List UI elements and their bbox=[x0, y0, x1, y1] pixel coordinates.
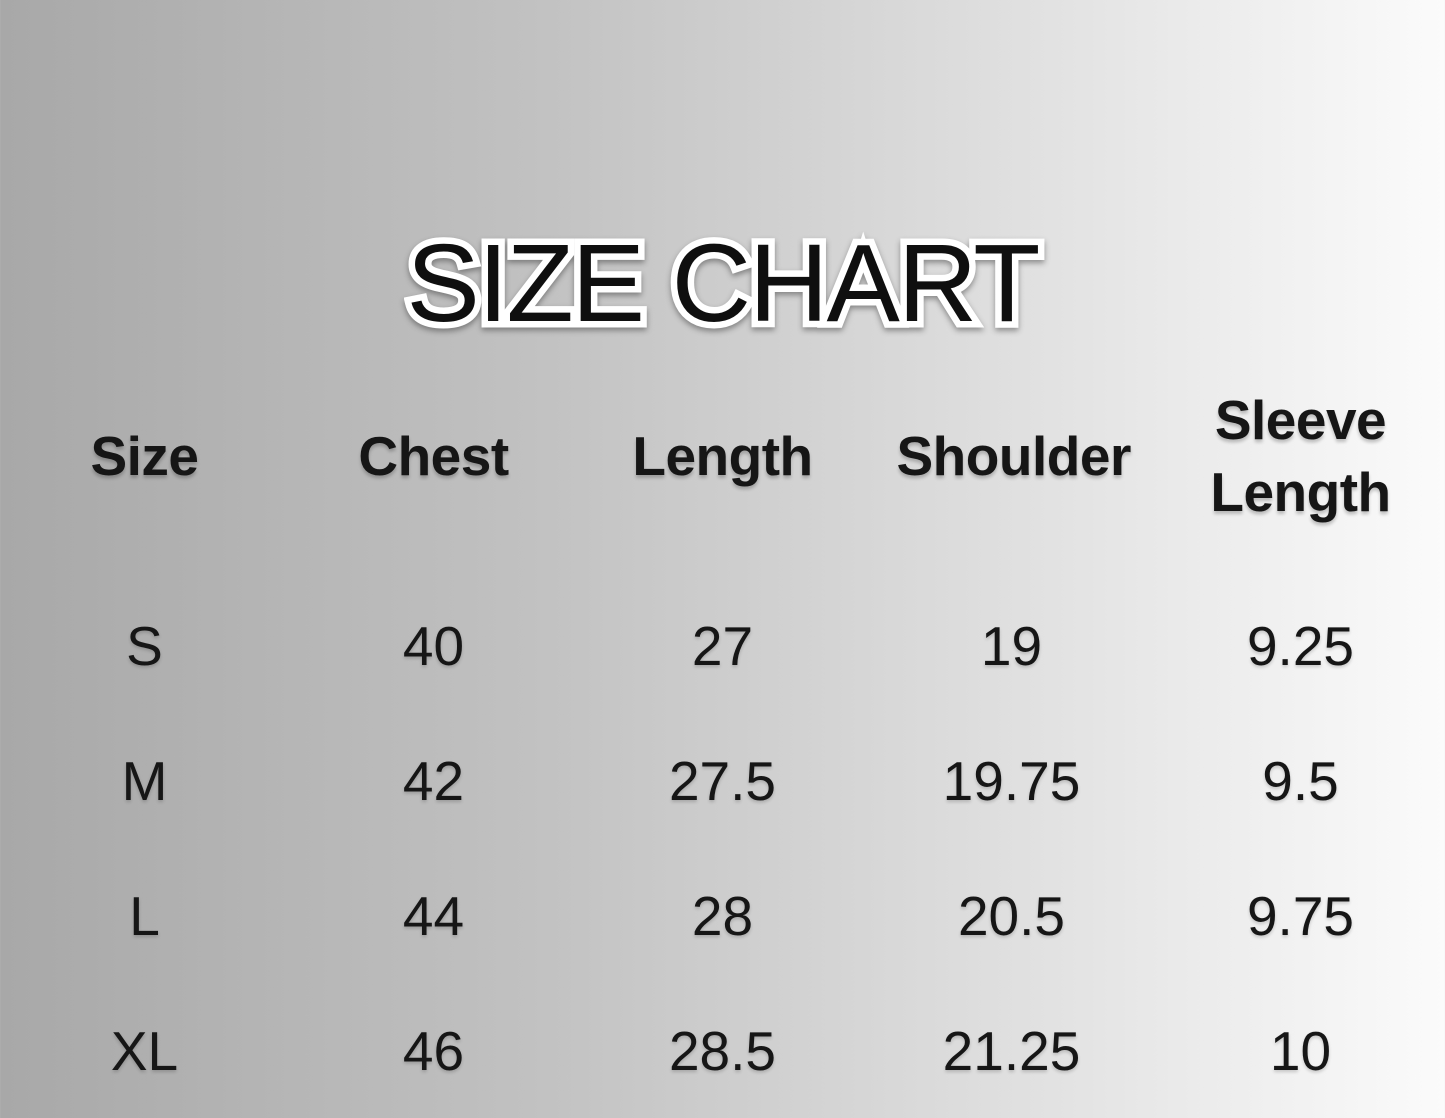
row-xl-length-cell: 28.5 bbox=[668, 1019, 777, 1082]
table-header-row: Size Chest Length Shoulder Sleeve Length bbox=[0, 383, 1445, 528]
column-header-chest-label: Chest bbox=[358, 424, 509, 487]
row-l-length-cell: 28 bbox=[691, 884, 754, 947]
row-s-chest-cell: 40 bbox=[402, 614, 465, 677]
row-s-sleeve-length-cell: 9.25 bbox=[1246, 614, 1355, 677]
row-m-sleeve-length-cell: 9.5 bbox=[1262, 749, 1339, 812]
page-title: SIZE CHART SIZE CHART bbox=[0, 216, 1445, 352]
page-title-text: SIZE CHART bbox=[406, 222, 1041, 345]
table-row-s: S 40 27 19 9.25 bbox=[0, 578, 1445, 713]
row-m-size-cell: M bbox=[121, 749, 168, 812]
column-header-chest: Chest bbox=[289, 383, 578, 528]
row-xl-chest-cell: 46 bbox=[402, 1019, 465, 1082]
row-xl-shoulder-cell: 21.25 bbox=[942, 1019, 1081, 1082]
row-l-sleeve-length-cell: 9.75 bbox=[1246, 884, 1355, 947]
row-s-size-cell: S bbox=[126, 614, 163, 677]
row-xl-size-cell: XL bbox=[110, 1019, 179, 1082]
column-header-size-label: Size bbox=[90, 424, 199, 487]
size-chart-page: SIZE CHART SIZE CHART Size Chest Length … bbox=[0, 216, 1445, 1082]
row-l-chest-cell: 44 bbox=[402, 884, 465, 947]
column-header-length: Length bbox=[578, 383, 867, 528]
column-header-size: Size bbox=[0, 383, 289, 528]
table-row-m: M 42 27.5 19.75 9.5 bbox=[0, 713, 1445, 848]
row-m-shoulder-cell: 19.75 bbox=[942, 749, 1081, 812]
row-l-size-cell: L bbox=[129, 884, 160, 947]
table-row-xl: XL 46 28.5 21.25 10 bbox=[0, 983, 1445, 1118]
row-m-chest-cell: 42 bbox=[402, 749, 465, 812]
row-s-shoulder-cell: 19 bbox=[980, 614, 1043, 677]
page-title-outline: SIZE CHART bbox=[400, 216, 1047, 352]
column-header-length-label: Length bbox=[632, 424, 813, 487]
column-header-shoulder: Shoulder bbox=[867, 383, 1156, 528]
row-xl-sleeve-length-cell: 10 bbox=[1269, 1019, 1332, 1082]
column-header-sleeve-length: Sleeve Length bbox=[1156, 383, 1445, 528]
table-row-l: L 44 28 20.5 9.75 bbox=[0, 848, 1445, 983]
row-m-length-cell: 27.5 bbox=[668, 749, 777, 812]
row-s-length-cell: 27 bbox=[691, 614, 754, 677]
column-header-shoulder-label: Shoulder bbox=[896, 424, 1132, 487]
column-header-sleeve-length-label: Sleeve Length bbox=[1210, 388, 1391, 523]
row-l-shoulder-cell: 20.5 bbox=[957, 884, 1066, 947]
